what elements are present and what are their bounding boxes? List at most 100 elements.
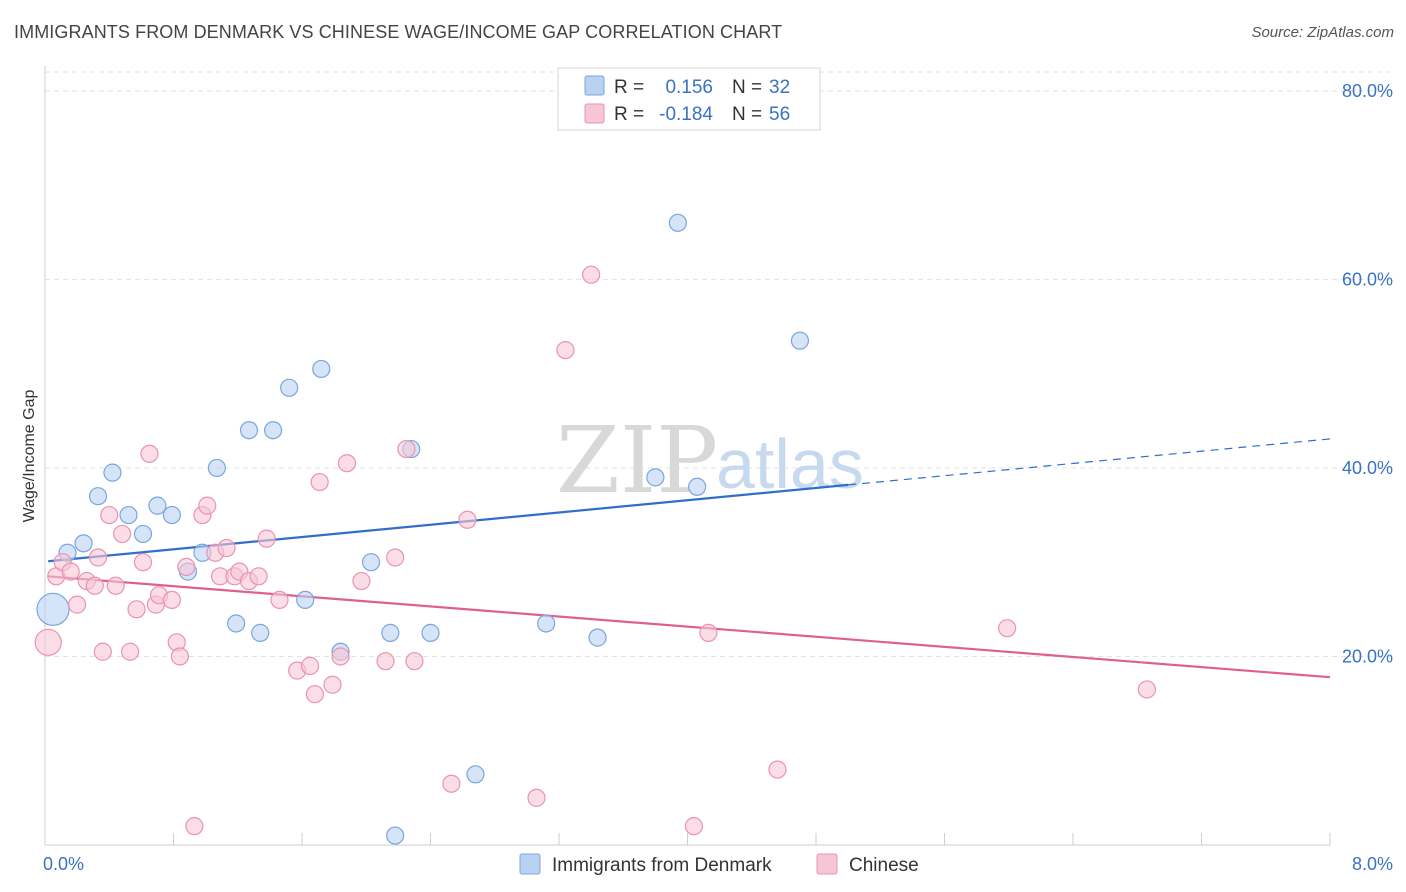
chinese-point-51 [684,817,704,836]
denmark-point-6 [133,524,153,544]
chinese-point-31 [249,567,268,586]
y-tick-label-20: 20.0% [1342,646,1393,666]
watermark: ZIP atlas [556,407,864,514]
top-legend: R = 0.156 N = 32 R = -0.184 N = 56 [557,67,821,131]
denmark-point-12 [227,614,246,633]
chinese-point-22 [185,817,204,836]
legend-n-label-1: N = [732,77,762,98]
chinese-point-37 [310,472,329,492]
chinese-point-9 [100,505,119,525]
y-tick-label-80: 80.0% [1342,81,1393,101]
denmark-trend-line [48,483,849,563]
chinese-point-53 [768,760,787,779]
chinese-point-10 [106,576,125,595]
chinese-point-48 [527,788,546,807]
legend-r-value-2: -0.184 [659,104,713,125]
chinese-point-50 [582,265,601,284]
legend-r-label-1: R = [614,77,644,98]
bottom-legend: Immigrants from Denmark Chinese [519,853,919,876]
chinese-point-42 [376,652,395,671]
denmark-point-21 [381,623,400,642]
chinese-point-11 [112,524,132,544]
denmark-point-17 [296,590,315,610]
denmark-point-13 [239,421,259,440]
bottom-legend-swatch-denmark [519,853,541,875]
chinese-point-12 [121,642,140,661]
denmark-point-18 [312,359,331,379]
chinese-point-20 [170,647,190,666]
chinese-point-3 [61,562,80,581]
chinese-point-54 [998,619,1017,638]
chinese-point-40 [337,454,357,473]
chinese-point-21 [177,557,196,577]
denmark-point-5 [119,505,138,525]
denmark-point-25 [466,765,485,784]
denmark-point-24 [421,623,440,642]
chinese-point-4 [68,595,87,614]
denmark-point-14 [251,623,270,642]
source-label: Source: ZipAtlas.com [1251,24,1394,41]
denmark-point-0 [36,592,70,626]
denmark-point-20 [361,553,381,572]
legend-n-label-2: N = [732,104,762,125]
bottom-legend-label-chinese: Chinese [849,855,919,876]
bottom-legend-label-denmark: Immigrants from Denmark [552,855,772,876]
trend-lines [48,438,1331,679]
y-tick-label-60: 60.0% [1342,269,1393,289]
y-tick-labels: 20.0% 40.0% 60.0% 80.0% [1342,81,1393,667]
watermark-zip: ZIP [556,407,718,514]
chinese-point-35 [300,656,320,675]
chinese-point-14 [133,553,153,572]
axes [44,66,1331,846]
x-tick-label-max: 8.0% [1352,854,1393,874]
denmark-point-8 [162,505,181,525]
denmark-point-3 [88,487,108,506]
denmark-point-22 [386,826,405,845]
chart-title: IMMIGRANTS FROM DENMARK VS CHINESE WAGE/… [14,22,783,42]
legend-swatch-chinese [584,103,605,124]
legend-n-value-2: 56 [769,104,790,125]
denmark-point-28 [646,468,665,487]
chinese-point-46 [442,774,461,793]
chinese-point-39 [331,647,350,666]
denmark-point-30 [688,477,707,496]
chinese-point-55 [1137,680,1156,699]
chinese-point-27 [217,538,236,558]
denmark-point-4 [103,463,122,482]
chinese-point-52 [699,623,718,642]
chinese-trend-line [48,575,1331,679]
y-tick-label-40: 40.0% [1342,458,1393,478]
denmark-point-7 [148,496,167,515]
data-points [34,213,1156,845]
chinese-point-49 [556,340,575,360]
chinese-point-13 [127,600,146,619]
chinese-point-47 [458,510,477,529]
chinese-point-41 [352,571,371,591]
chinese-point-7 [88,548,108,567]
chinese-point-38 [323,675,342,694]
denmark-point-31 [790,331,810,350]
denmark-trend-extension [848,438,1331,486]
denmark-point-16 [280,378,299,397]
legend-r-value-1: 0.156 [665,77,713,98]
denmark-point-27 [588,628,607,647]
legend-swatch-denmark [584,75,605,96]
chinese-point-36 [305,685,324,704]
legend-n-value-1: 32 [769,77,790,98]
chinese-point-18 [162,590,181,610]
denmark-point-2 [74,534,93,553]
chinese-point-33 [270,590,289,610]
chinese-point-32 [257,529,276,548]
y-axis-title: Wage/Income Gap [21,390,38,523]
chinese-point-45 [405,652,424,671]
denmark-point-29 [668,213,687,232]
chinese-point-6 [85,576,104,595]
chinese-point-24 [198,496,217,515]
denmark-point-26 [537,614,556,633]
chinese-point-43 [386,548,405,567]
denmark-point-11 [207,458,226,478]
chinese-point-8 [93,642,112,661]
legend-r-label-2: R = [614,104,644,125]
chinese-point-0 [34,628,62,656]
